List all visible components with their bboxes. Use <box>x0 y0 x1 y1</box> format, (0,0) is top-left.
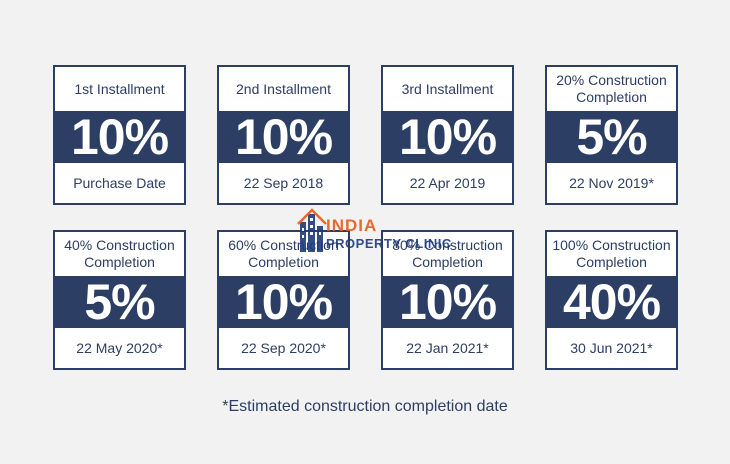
installment-card-6: 60% Construction Completion 10% 22 Sep 2… <box>217 230 350 370</box>
installment-label: 2nd Installment <box>236 80 331 97</box>
installment-percent: 10% <box>219 109 348 165</box>
installment-card-5: 40% Construction Completion 5% 22 May 20… <box>53 230 186 370</box>
installment-date: 22 Apr 2019 <box>409 175 486 191</box>
installment-percent: 5% <box>547 109 676 165</box>
installment-card-3: 3rd Installment 10% 22 Apr 2019 <box>381 65 514 205</box>
installment-label: 80% Construction Completion <box>392 237 503 270</box>
installment-date: 22 Sep 2020* <box>241 340 326 356</box>
installment-label: 1st Installment <box>74 80 165 97</box>
installment-percent: 40% <box>547 274 676 330</box>
installment-date: 30 Jun 2021* <box>570 340 653 356</box>
installment-label: 3rd Installment <box>401 80 494 97</box>
installment-percent: 10% <box>219 274 348 330</box>
installment-card-1: 1st Installment 10% Purchase Date <box>53 65 186 205</box>
installment-card-7: 80% Construction Completion 10% 22 Jan 2… <box>381 230 514 370</box>
installment-card-8: 100% Construction Completion 40% 30 Jun … <box>545 230 678 370</box>
installment-label: 60% Construction Completion <box>228 237 339 270</box>
installment-label: 40% Construction Completion <box>64 237 175 270</box>
installment-label: 100% Construction Completion <box>552 237 671 270</box>
installment-date: 22 Jan 2021* <box>406 340 489 356</box>
installment-card-4: 20% Construction Completion 5% 22 Nov 20… <box>545 65 678 205</box>
installment-card-2: 2nd Installment 10% 22 Sep 2018 <box>217 65 350 205</box>
installment-percent: 5% <box>55 274 184 330</box>
installment-date: 22 Sep 2018 <box>243 175 324 191</box>
installment-label: 20% Construction Completion <box>556 72 667 105</box>
installment-percent: 10% <box>383 274 512 330</box>
footnote: *Estimated construction completion date <box>222 398 508 415</box>
installment-percent: 10% <box>383 109 512 165</box>
installment-date: 22 May 2020* <box>76 340 163 356</box>
installment-percent: 10% <box>55 109 184 165</box>
installment-date: 22 Nov 2019* <box>569 175 654 191</box>
installment-date: Purchase Date <box>73 175 166 191</box>
payment-plan-grid: 1st Installment 10% Purchase Date 2nd In… <box>53 65 678 370</box>
